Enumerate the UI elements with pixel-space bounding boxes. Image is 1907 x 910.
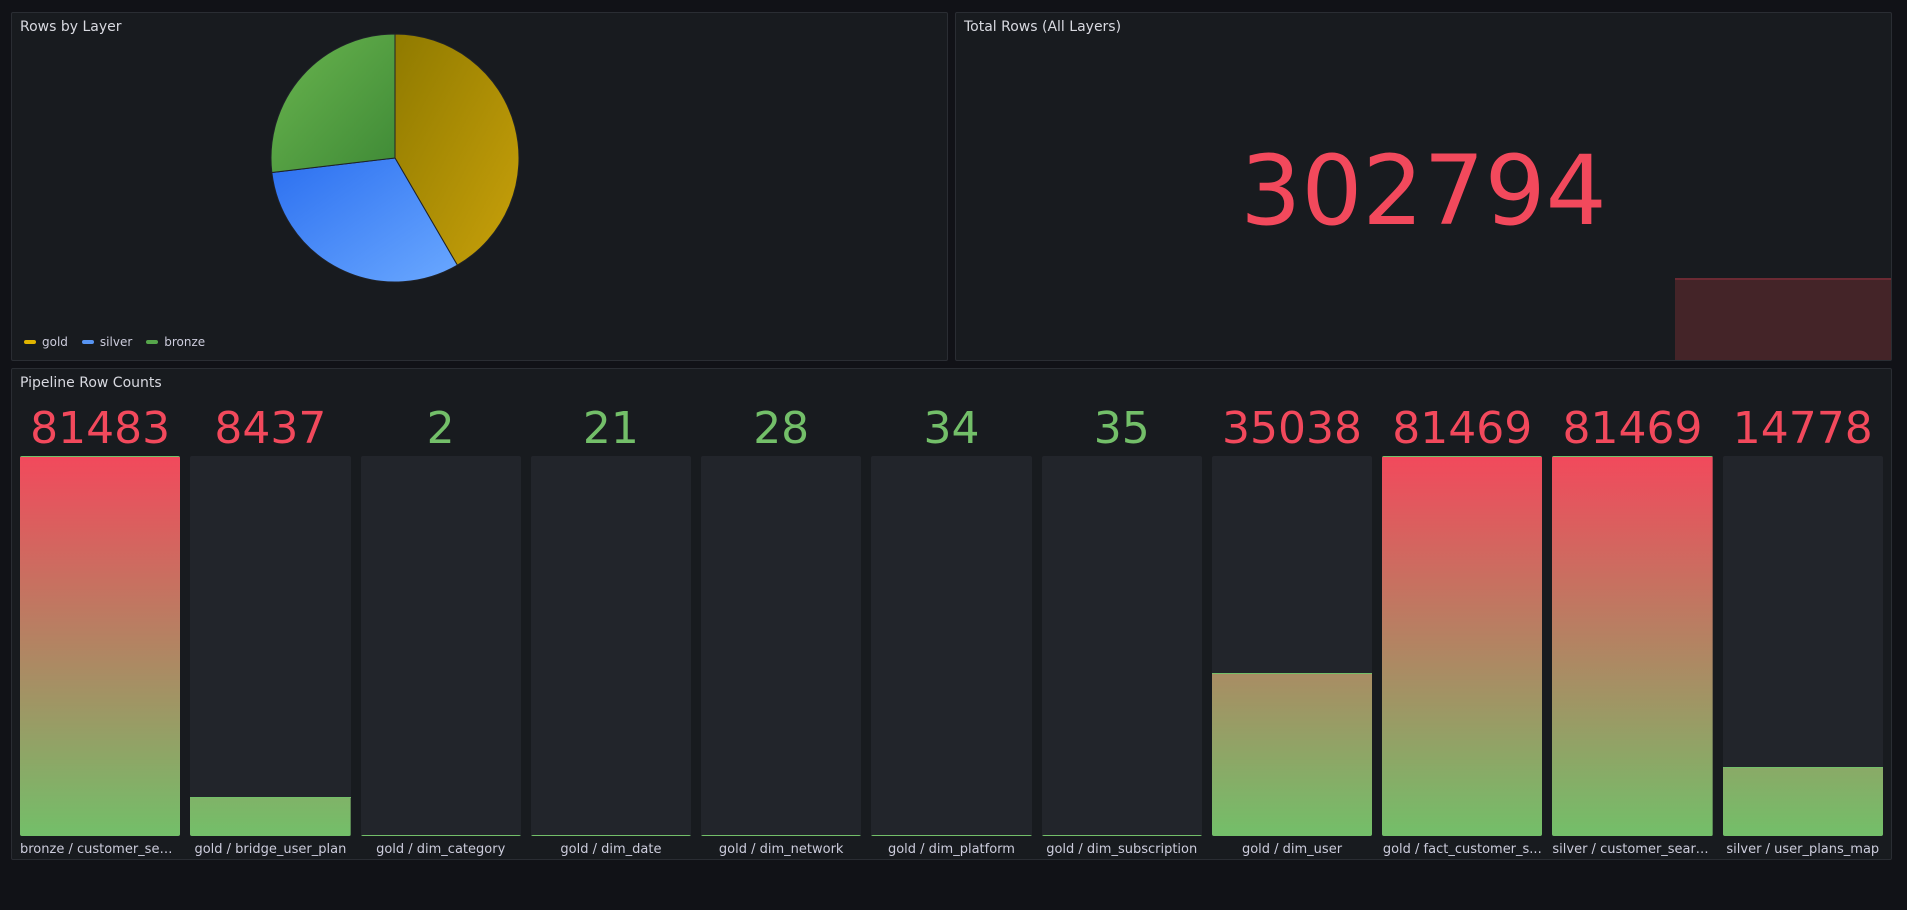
legend-swatch xyxy=(24,340,36,344)
bar-gauge: 21 gold / dim_date xyxy=(530,403,692,857)
bar-value-label: 34 xyxy=(923,403,980,454)
total-rows-panel: Total Rows (All Layers) 302794 xyxy=(955,12,1892,361)
bar-gauge: 8437 gold / bridge_user_plan xyxy=(190,403,351,857)
bar-category-label: gold / dim_user xyxy=(1241,842,1343,857)
bar-value-label: 35038 xyxy=(1222,403,1362,454)
bar-gauge: 28 gold / dim_network xyxy=(701,403,862,857)
bar-category-label: gold / dim_subscription xyxy=(1046,842,1198,857)
bar-fill xyxy=(1382,456,1543,836)
bar-value-label: 81483 xyxy=(30,403,171,454)
sparkline-area xyxy=(1675,278,1891,360)
bar-gauge: 14778 silver / user_plans_map xyxy=(1722,403,1883,857)
bar-track xyxy=(871,456,1032,836)
pie-chart xyxy=(270,33,520,283)
legend-swatch xyxy=(146,340,159,344)
bar-track xyxy=(20,456,181,836)
bar-fill xyxy=(20,456,181,836)
pie-slice-bronze[interactable] xyxy=(270,33,396,174)
bar-fill xyxy=(1211,673,1373,836)
legend-label: gold xyxy=(42,335,68,349)
bar-category-label: gold / dim_network xyxy=(718,842,844,857)
bar-track xyxy=(1382,456,1543,836)
bar-gauge: 34 gold / dim_platform xyxy=(871,403,1032,857)
bar-category-label: silver / user_plans_map xyxy=(1726,842,1880,857)
bar-value-label: 81469 xyxy=(1562,403,1703,454)
bar-category-label: gold / fact_customer_s... xyxy=(1382,842,1542,857)
bar-value-label: 28 xyxy=(753,403,810,454)
bar-category-label: silver / customer_searc... xyxy=(1552,842,1713,857)
bar-category-label: gold / dim_platform xyxy=(887,842,1015,857)
legend-item-gold[interactable]: gold xyxy=(24,335,68,349)
bar-track xyxy=(1722,456,1883,836)
legend-label: silver xyxy=(99,335,133,349)
rows-by-layer-panel: Rows by Layer gold silver bronze xyxy=(11,12,948,361)
bar-fill xyxy=(190,797,351,836)
bar-gauge-list: 81483 bronze / customer_sear... 8437 gold /… xyxy=(20,403,1883,857)
bar-track xyxy=(701,456,862,836)
bar-gauge: 35038 gold / dim_user xyxy=(1211,403,1373,857)
bar-category-label: bronze / customer_sear... xyxy=(20,842,181,857)
panel-title[interactable]: Total Rows (All Layers) xyxy=(964,19,1122,35)
bar-track xyxy=(530,456,692,836)
bar-value-label: 14778 xyxy=(1732,403,1873,454)
bar-gauge: 81469 gold / fact_customer_s... xyxy=(1382,403,1543,857)
bar-value-label: 21 xyxy=(582,403,639,454)
bar-value-label: 35 xyxy=(1093,403,1150,454)
bar-fill xyxy=(1041,835,1202,836)
bar-track xyxy=(190,456,351,836)
bar-track xyxy=(360,456,521,836)
bar-value-label: 2 xyxy=(426,403,455,454)
pipeline-row-counts-panel: Pipeline Row Counts 81483 bronze / custom… xyxy=(11,368,1892,860)
bar-gauge: 81469 silver / customer_searc... xyxy=(1552,403,1713,857)
bar-fill xyxy=(1552,456,1713,836)
bar-fill xyxy=(701,835,862,836)
panel-title[interactable]: Pipeline Row Counts xyxy=(20,375,162,391)
legend-item-silver[interactable]: silver xyxy=(81,335,133,349)
bar-fill xyxy=(871,835,1032,836)
pie-legend: gold silver bronze xyxy=(24,335,205,349)
bar-fill xyxy=(530,835,692,836)
bar-category-label: gold / bridge_user_plan xyxy=(194,842,347,857)
total-rows-value: 302794 xyxy=(1240,135,1607,247)
legend-swatch xyxy=(81,340,94,344)
bar-gauge: 35 gold / dim_subscription xyxy=(1041,403,1202,857)
bar-gauge: 2 gold / dim_category xyxy=(360,403,521,857)
legend-item-bronze[interactable]: bronze xyxy=(146,335,205,349)
bar-category-label: gold / dim_category xyxy=(376,842,506,857)
bar-fill xyxy=(360,835,521,836)
pie-slice-gold[interactable] xyxy=(394,33,520,266)
bar-fill xyxy=(1722,767,1883,836)
panel-title[interactable]: Rows by Layer xyxy=(20,19,122,35)
bar-value-label: 8437 xyxy=(214,403,327,454)
pie-slice-silver[interactable] xyxy=(271,157,459,283)
bar-category-label: gold / dim_date xyxy=(560,842,662,857)
bar-track xyxy=(1041,456,1202,836)
legend-label: bronze xyxy=(164,335,206,349)
bar-value-label: 81469 xyxy=(1392,403,1533,454)
bar-track xyxy=(1211,456,1373,836)
bar-track xyxy=(1552,456,1713,836)
bar-gauge: 81483 bronze / customer_sear... xyxy=(20,403,181,857)
